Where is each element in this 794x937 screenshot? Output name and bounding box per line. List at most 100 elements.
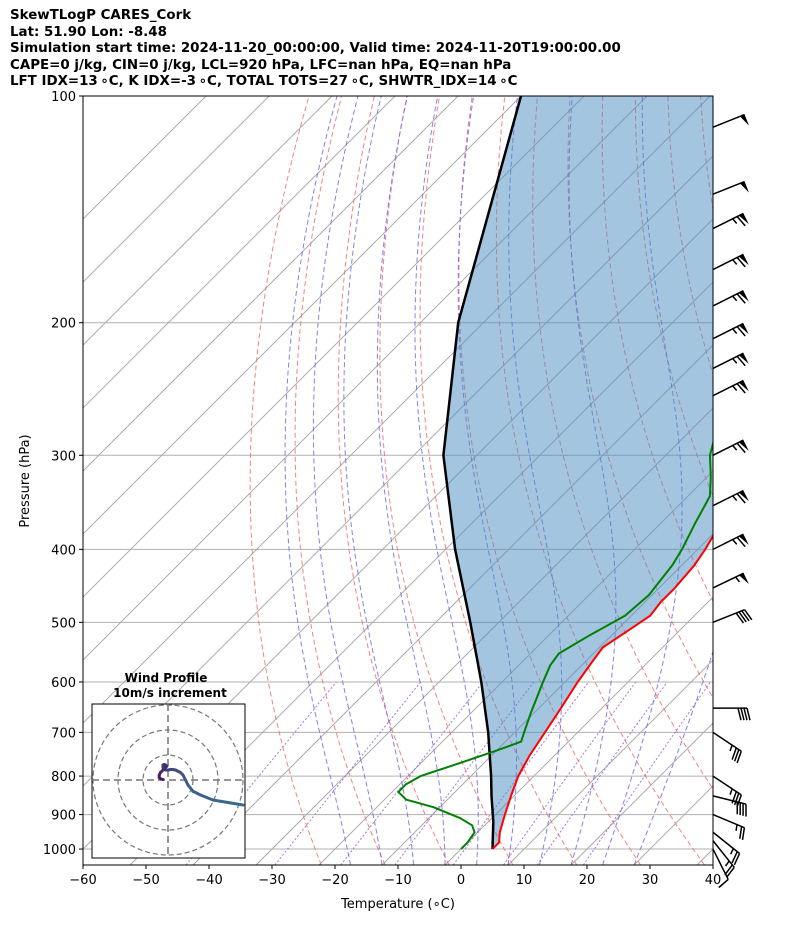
wind-barb-pennant xyxy=(738,353,749,364)
x-tick-label: 0 xyxy=(457,873,465,888)
wind-barb-flag xyxy=(739,826,743,839)
dry-adiabat xyxy=(495,96,706,865)
wind-barb-flag xyxy=(736,383,746,394)
wind-barb xyxy=(712,609,753,624)
x-tick-label: −50 xyxy=(132,873,159,888)
wind-barb-half-flag xyxy=(735,824,738,831)
wind-barb-half-flag xyxy=(732,385,738,392)
wind-barb-half-flag xyxy=(732,328,738,334)
wind-barb-half-flag xyxy=(732,539,738,545)
header-indices-stability: LFT IDX=13 ∘C, K IDX=-3 ∘C, TOTAL TOTS=2… xyxy=(10,74,518,89)
wind-barb xyxy=(712,813,746,841)
wind-barb-staff xyxy=(712,439,744,456)
chart-header: SkewTLogP CARES_Cork Lat: 51.90 Lon: -8.… xyxy=(10,8,621,91)
wind-barb-flag xyxy=(738,611,747,623)
x-tick-label: 20 xyxy=(579,873,596,888)
wind-barb-staff xyxy=(712,775,742,796)
wind-barb-staff xyxy=(712,533,744,551)
wind-barb xyxy=(712,775,742,807)
wind-barb-staff xyxy=(712,831,741,855)
dry-adiabat xyxy=(379,96,514,865)
wind-barbs xyxy=(712,113,753,889)
wind-barb-flag xyxy=(731,791,738,804)
wind-barb xyxy=(712,439,749,456)
wind-barb-flag xyxy=(733,793,740,806)
hodograph-title: Wind Profile xyxy=(125,671,208,685)
mixing-ratio-line xyxy=(582,681,711,865)
dry-adiabat xyxy=(532,96,713,790)
mixing-ratio-line xyxy=(185,681,337,865)
wind-barb-staff xyxy=(712,212,744,230)
x-tick-label: 40 xyxy=(705,873,722,888)
wind-barb-staff xyxy=(712,813,745,829)
wind-barb-flag xyxy=(736,794,742,807)
wind-barb-flag xyxy=(737,707,742,721)
wind-barb-flag xyxy=(743,707,748,721)
hodograph-trace-segment xyxy=(159,777,165,781)
y-tick-label: 900 xyxy=(51,809,76,824)
wind-barb-flag xyxy=(736,355,746,367)
dry-adiabat xyxy=(294,96,386,865)
x-tick-label: −10 xyxy=(384,873,411,888)
isotherm-line xyxy=(83,96,396,409)
dry-adiabat xyxy=(249,96,322,865)
wind-barb-flag xyxy=(733,853,741,866)
hodograph-plot xyxy=(92,704,245,858)
moist-adiabat xyxy=(284,96,351,865)
wind-barb-flag xyxy=(746,707,751,721)
moist-adiabat xyxy=(343,96,414,865)
wind-barb xyxy=(712,352,749,370)
moist-adiabat xyxy=(312,96,383,865)
y-tick-label: 500 xyxy=(51,616,76,631)
wind-barb-staff xyxy=(712,489,744,507)
wind-barb-pennant xyxy=(738,323,749,335)
y-tick-label: 400 xyxy=(51,543,76,558)
wind-barb-half-flag xyxy=(729,744,733,752)
wind-barb-half-flag xyxy=(729,788,733,795)
wind-barb xyxy=(712,212,749,230)
wind-barb-half-flag xyxy=(732,218,738,224)
wind-barb-pennant xyxy=(738,254,749,266)
wind-barb xyxy=(712,290,749,307)
wind-barb-flag xyxy=(736,293,746,304)
wind-barb-flag xyxy=(736,751,742,764)
wind-barb-staff xyxy=(712,290,744,307)
wind-barb-flag xyxy=(733,749,740,762)
y-tick-label: 300 xyxy=(51,449,76,464)
header-indices-cape: CAPE=0 j/kg, CIN=0 j/kg, LCL=920 hPa, LF… xyxy=(10,57,512,73)
wind-barb-half-flag xyxy=(732,259,738,265)
wind-barb-flag xyxy=(743,609,753,621)
axes: −60 −50 −40 −30 −20 −10 0 10 20 30 40 1000 900 800 700… xyxy=(43,90,721,888)
isotherm-line xyxy=(83,96,270,283)
wind-barb-staff xyxy=(712,253,744,271)
wind-barb-flag xyxy=(740,707,745,721)
x-axis-title: Temperature (∘C) xyxy=(340,897,455,912)
wind-barb-pennant xyxy=(738,380,749,392)
wind-barb-flag xyxy=(731,851,738,864)
wind-barb-pennant xyxy=(739,573,749,585)
y-tick-label: 800 xyxy=(51,770,76,785)
y-tick-label: 600 xyxy=(51,676,76,691)
x-tick-label: −60 xyxy=(69,873,96,888)
temperature-profile-line xyxy=(491,533,713,850)
wind-barb-flag xyxy=(736,256,746,268)
y-tick-label: 700 xyxy=(51,726,76,741)
x-tick-label: 30 xyxy=(642,873,659,888)
header-times: Simulation start time: 2024-11-20_00:00:… xyxy=(10,41,621,56)
wind-barb-flag xyxy=(718,878,729,889)
wind-barb xyxy=(712,489,749,507)
x-tick-label: −40 xyxy=(195,873,222,888)
wind-barb-flag xyxy=(736,442,746,454)
wind-barb-half-flag xyxy=(732,358,738,364)
isotherm-line xyxy=(444,596,713,865)
dry-adiabat xyxy=(337,96,450,865)
profiles xyxy=(397,96,713,850)
wind-barb xyxy=(712,831,741,866)
wind-barb-flag xyxy=(736,493,746,504)
wind-barb xyxy=(712,572,749,589)
wind-barb-pennant xyxy=(739,181,750,193)
y-tick-label: 100 xyxy=(51,90,76,105)
wind-barb-staff xyxy=(712,840,735,868)
mixing-ratio-line xyxy=(274,681,421,865)
